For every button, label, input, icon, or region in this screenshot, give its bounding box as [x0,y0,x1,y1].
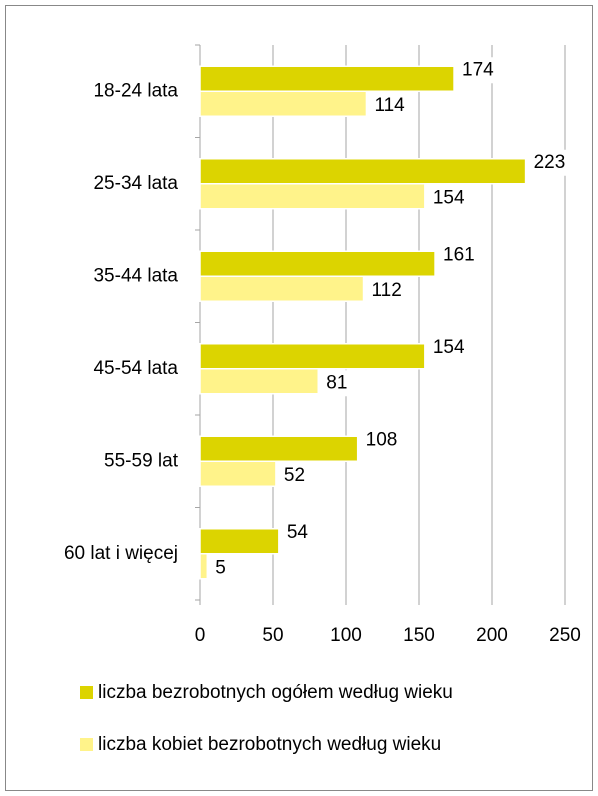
label-bg [283,519,328,546]
x-tick-label: 150 [403,625,435,646]
value-label: 112 [372,280,402,301]
label-bg [530,149,575,176]
value-label: 114 [374,95,405,116]
bar [199,435,359,462]
bar [199,90,368,117]
label-bg [429,334,474,361]
x-tick-label: 250 [549,625,581,646]
legend-swatch [80,738,93,751]
y-tick-label: 45-54 lata [93,358,178,379]
legend-label: liczba kobiet bezrobotnych według wieku [98,734,441,755]
bar [199,368,320,395]
label-bg [459,57,504,84]
value-label: 81 [326,372,347,393]
legend-swatch [80,686,93,699]
bar [199,528,280,555]
value-label: 223 [534,152,566,173]
chart-border [5,5,593,791]
bar [199,343,426,370]
y-tick-label: 18-24 lata [93,80,178,101]
value-label: 161 [443,244,475,265]
x-tick-label: 200 [476,625,508,646]
label-bg [323,370,368,397]
bar [199,553,209,580]
label-bg [280,462,325,489]
bar [199,183,426,210]
y-tick-label: 55-59 lat [104,450,179,471]
label-bg [368,277,413,304]
label-bg [371,92,416,119]
value-label: 54 [287,522,309,543]
label-bg [440,242,485,269]
bar [199,158,527,185]
bar [199,460,277,487]
y-tick-label: 25-34 lata [93,173,178,194]
label-bg [212,555,257,582]
bar [199,65,455,92]
y-tick-label: 60 lat i więcej [64,543,178,564]
value-label: 154 [433,337,465,358]
x-tick-label: 50 [262,625,283,646]
label-bg [362,427,407,454]
bar [199,275,365,302]
value-label: 174 [462,59,494,80]
label-bg [429,185,474,212]
value-label: 108 [366,429,398,450]
bar [199,250,436,277]
x-tick-label: 0 [195,625,206,646]
value-label: 52 [284,465,305,486]
value-label: 5 [215,557,226,578]
legend-label: liczba bezrobotnych ogółem według wieku [98,682,453,703]
x-tick-label: 100 [330,625,362,646]
value-label: 154 [433,187,465,208]
y-tick-label: 35-44 lata [93,265,178,286]
